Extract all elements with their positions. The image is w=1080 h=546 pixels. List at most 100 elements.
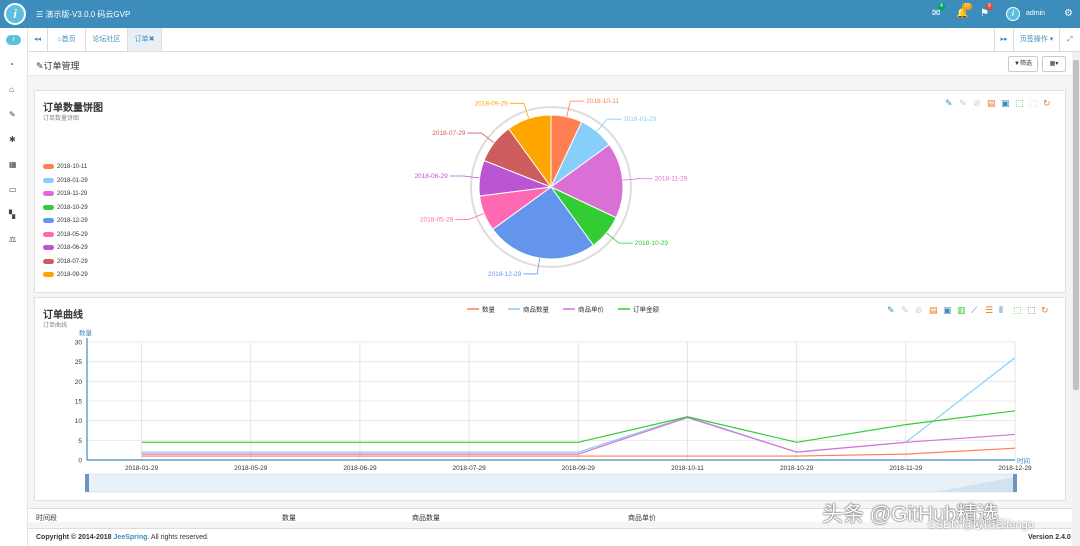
data-view-icon[interactable]: ▤ xyxy=(987,98,996,108)
pie-legend-item[interactable]: 2018-09-29 xyxy=(43,272,88,278)
scrollbar-thumb[interactable] xyxy=(1073,60,1079,390)
user-avatar[interactable]: i xyxy=(1006,7,1020,21)
sidebar-avatar[interactable]: i xyxy=(6,35,21,45)
footer: Copyright © 2014-2018 JeeSpring. All rig… xyxy=(28,528,1072,546)
pie-label-line xyxy=(467,132,495,144)
datazoom-handle-left[interactable] xyxy=(85,474,89,492)
y-tick-label: 10 xyxy=(75,418,83,425)
mark-clear-icon[interactable]: ⊘ xyxy=(915,305,923,315)
line-chart-icon[interactable]: ⟋ xyxy=(971,305,978,315)
app-logo[interactable]: i xyxy=(4,3,26,25)
mark-undo-icon[interactable]: ✎ xyxy=(959,98,967,108)
line-series[interactable] xyxy=(141,447,1016,457)
tab-forum[interactable]: 论坛社区 xyxy=(86,28,128,51)
grid-icon[interactable]: ▦ xyxy=(9,160,17,169)
bell-icon[interactable]: 🔔 10 xyxy=(956,3,972,19)
line-legend-item[interactable]: 订单金额 xyxy=(618,305,660,314)
pie-outer-ring xyxy=(470,106,632,268)
brand-link[interactable]: JeeSpring xyxy=(113,534,148,541)
col-header-unit-price[interactable]: 商品单价 xyxy=(628,515,656,522)
pie-legend-item[interactable]: 2018-10-11 xyxy=(43,164,87,170)
main-content: ✎订单管理 ▼筛选 ▦▾ 订单数量饼图 订单数量饼图 ✎ ✎ ⊘ ▤ ▣ ⬚ ⬚… xyxy=(28,52,1072,546)
dashboard-icon[interactable]: ◔ xyxy=(9,60,14,69)
username[interactable]: admin xyxy=(1026,10,1046,17)
col-header-goods-quantity[interactable]: 商品数量 xyxy=(412,515,440,522)
legend-label: 2018-09-29 xyxy=(57,272,88,279)
line-chart-title: 订单曲线 xyxy=(43,310,83,321)
pie-legend-item[interactable]: 2018-10-29 xyxy=(43,204,88,211)
col-header-period[interactable]: 时间段 xyxy=(36,515,57,522)
restore-icon[interactable]: ↻ xyxy=(1043,98,1051,108)
pie-legend-item[interactable]: 2018-12-29 xyxy=(43,218,88,224)
tiled-icon[interactable]: ⦀ xyxy=(999,305,1003,315)
legend-swatch xyxy=(43,231,54,237)
col-header-quantity[interactable]: 数量 xyxy=(282,515,296,522)
line-series[interactable] xyxy=(141,416,1016,455)
filter-label: 筛选 xyxy=(1019,61,1032,67)
app-title[interactable]: ☰ 演示版-V3.0.0 码云GVP xyxy=(36,10,131,19)
datazoom-track[interactable] xyxy=(86,473,1016,493)
line-legend-item[interactable]: 商品单价 xyxy=(563,305,605,314)
data-zoom-icon[interactable]: ⬚ xyxy=(1013,305,1022,315)
tab-scroll-right-icon[interactable]: ▸▸ xyxy=(994,28,1014,51)
tab-home[interactable]: ⌂首页 xyxy=(48,28,86,51)
bar-chart-icon[interactable]: ▥ xyxy=(957,305,966,315)
mail-icon[interactable]: ✉ 4 xyxy=(932,3,945,19)
pie-label-line xyxy=(449,175,480,179)
tab-order[interactable]: 订单✖ xyxy=(128,28,162,51)
fullscreen-icon[interactable]: ⤢ xyxy=(1067,36,1073,43)
save-image-icon[interactable]: ▣ xyxy=(1001,98,1010,108)
restore-icon[interactable]: ↻ xyxy=(1041,305,1049,315)
monitor-icon[interactable]: ▭ xyxy=(9,185,17,194)
pie-slice-label: 2018-10-11 xyxy=(586,98,619,105)
y-axis-name: 数量 xyxy=(79,328,93,337)
line-legend-item[interactable]: 商品数量 xyxy=(508,305,550,314)
pie-legend-item[interactable]: 2018-01-29 xyxy=(43,177,88,184)
balance-icon[interactable]: ⚖ xyxy=(9,235,17,244)
mark-clear-icon[interactable]: ⊘ xyxy=(973,98,981,108)
vertical-scrollbar[interactable] xyxy=(1072,52,1080,546)
pie-legend-item[interactable]: 2018-05-29 xyxy=(43,231,88,238)
settings-gear-icon[interactable]: ⚙ xyxy=(1064,8,1073,19)
zoom-reset-icon[interactable]: ⬚ xyxy=(1029,98,1038,108)
pie-legend-item[interactable]: 2018-07-29 xyxy=(43,258,88,265)
legend-swatch xyxy=(43,258,54,264)
pie-chart-title: 订单数量饼图 xyxy=(43,103,103,114)
pie-slice[interactable] xyxy=(550,143,624,219)
data-view-icon[interactable]: ▤ xyxy=(929,305,938,315)
zoom-reset-icon[interactable]: ⬚ xyxy=(1027,305,1036,315)
data-zoom-icon[interactable]: ⬚ xyxy=(1015,98,1024,108)
page-ops-dropdown[interactable]: 页签操作 ▾ xyxy=(1014,28,1060,51)
save-image-icon[interactable]: ▣ xyxy=(943,305,952,315)
flag-icon[interactable]: ⚑ 9 xyxy=(980,3,993,19)
mark-undo-icon[interactable]: ✎ xyxy=(901,305,909,315)
pie-legend-item[interactable]: 2018-06-29 xyxy=(43,245,88,251)
filter-button[interactable]: ▼筛选 xyxy=(1008,56,1038,72)
y-tick-label: 30 xyxy=(75,340,83,347)
map-icon[interactable]: ▚ xyxy=(9,210,16,219)
home-icon[interactable]: ⌂ xyxy=(9,85,14,94)
columns-icon: ▦▾ xyxy=(1049,61,1059,67)
y-tick-label: 5 xyxy=(78,438,82,445)
pie-label-line xyxy=(566,100,585,117)
copyright-suffix: . All rights reserved. xyxy=(147,534,209,541)
pie-legend-item[interactable]: 2018-11-29 xyxy=(43,191,87,197)
edit-icon[interactable]: ✎ xyxy=(9,110,16,119)
copyright: Copyright © 2014-2018 JeeSpring. All rig… xyxy=(36,534,209,541)
columns-button[interactable]: ▦▾ xyxy=(1042,56,1066,72)
pie-slice[interactable] xyxy=(507,114,552,189)
tab-close-icon[interactable]: ✖ xyxy=(148,36,155,43)
stack-icon[interactable]: ☰ xyxy=(985,305,994,315)
y-tick-label: 20 xyxy=(75,379,83,386)
legend-label: 订单金额 xyxy=(633,305,660,314)
gear-icon[interactable]: ✱ xyxy=(9,135,16,144)
mark-icon[interactable]: ✎ xyxy=(887,305,895,315)
x-tick-label: 2018-12-29 xyxy=(998,465,1032,472)
datazoom-handle-right[interactable] xyxy=(1013,474,1017,492)
line-legend-item[interactable]: 数量 xyxy=(467,305,496,314)
mark-icon[interactable]: ✎ xyxy=(945,98,953,108)
tab-scroll-left-icon[interactable]: ◂◂ xyxy=(28,28,48,51)
x-tick-label: 2018-06-29 xyxy=(343,465,377,472)
pie-label-line xyxy=(622,178,653,181)
line-series[interactable] xyxy=(141,410,1016,443)
